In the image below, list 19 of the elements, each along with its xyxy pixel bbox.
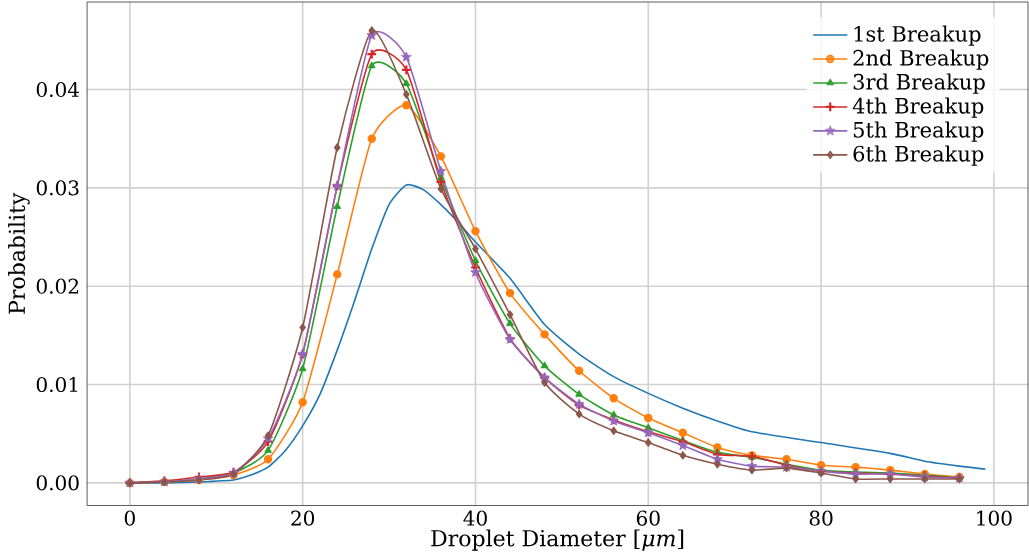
x-tick-label: 40 xyxy=(463,510,487,526)
legend-label: 3rd Breakup xyxy=(853,73,985,95)
x-tick-label: 20 xyxy=(291,510,315,526)
x-tick-label: 100 xyxy=(977,510,1012,526)
y-tick-label: 0.03 xyxy=(36,180,79,196)
y-tick-label: 0.04 xyxy=(36,82,80,98)
legend-label: 2nd Breakup xyxy=(853,49,989,71)
y-tick-label: 0.02 xyxy=(36,278,79,294)
x-tick-label: 0 xyxy=(124,510,135,526)
legend-label: 1st Breakup xyxy=(854,25,981,47)
legend-label: 5th Breakup xyxy=(853,121,984,142)
y-tick-label: 0.01 xyxy=(36,377,78,393)
legend-label: 6th Breakup xyxy=(853,145,984,166)
y-axis-title: Probability xyxy=(8,192,30,314)
y-tick-label: 0.00 xyxy=(36,475,79,491)
x-axis-title: Droplet Diameter [μm] xyxy=(431,529,684,551)
x-tick-label: 80 xyxy=(809,510,833,526)
legend-label: 4th Breakup xyxy=(852,97,984,119)
x-tick-label: 60 xyxy=(636,510,660,526)
